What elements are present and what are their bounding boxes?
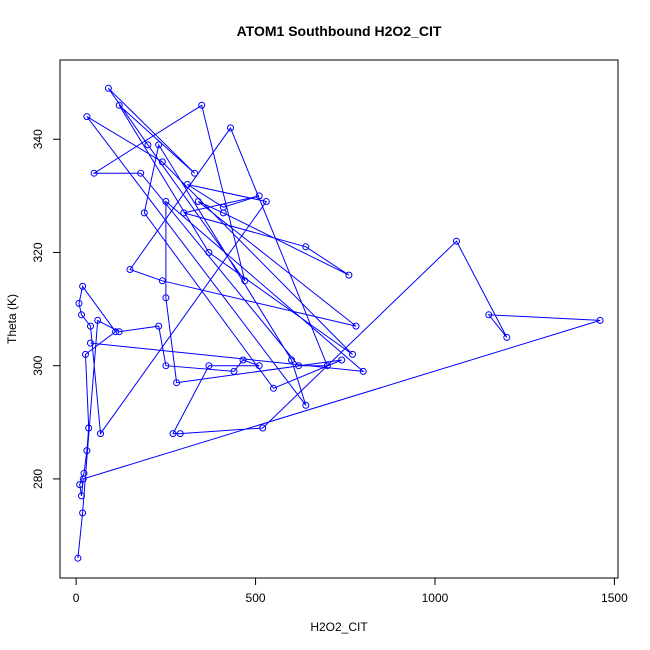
- data-point: [259, 424, 267, 432]
- data-point: [262, 198, 270, 205]
- data-point: [194, 198, 202, 205]
- data-point: [288, 356, 295, 364]
- data-point: [359, 367, 367, 375]
- data-point: [302, 243, 310, 251]
- data-point: [87, 339, 94, 347]
- data-point: [87, 322, 94, 330]
- data-point: [173, 379, 181, 387]
- data-point: [596, 316, 604, 324]
- data-point: [82, 350, 89, 358]
- data-point: [155, 141, 163, 149]
- data-point: [349, 350, 356, 358]
- data-point: [79, 282, 87, 290]
- data-point: [255, 192, 263, 200]
- x-tick-label: 1000: [422, 591, 449, 605]
- data-point: [323, 362, 331, 370]
- x-tick-label: 500: [246, 591, 266, 605]
- data-point: [230, 367, 238, 375]
- data-point: [295, 362, 303, 370]
- data-point: [205, 362, 213, 370]
- y-tick-label: 340: [31, 129, 45, 149]
- data-point: [155, 322, 163, 330]
- data-point: [78, 311, 85, 319]
- chart-title: ATOM1 Southbound H2O2_CIT: [237, 23, 442, 39]
- data-point: [80, 469, 88, 477]
- data-point: [158, 158, 166, 166]
- data-point: [219, 209, 227, 217]
- data-point: [78, 492, 85, 500]
- data-point: [112, 328, 120, 336]
- data-point: [352, 322, 360, 330]
- data-point: [180, 209, 188, 217]
- data-point: [255, 362, 263, 370]
- data-point: [140, 209, 148, 217]
- data-point: [227, 124, 234, 132]
- data-point: [162, 294, 170, 302]
- data-point: [162, 198, 170, 205]
- data-point: [270, 384, 277, 392]
- data-point: [158, 277, 166, 285]
- data-point: [338, 356, 346, 364]
- y-axis: 280 300 320 340: [31, 129, 61, 489]
- data-point: [144, 141, 152, 149]
- data-point: [126, 266, 134, 273]
- data-point: [302, 401, 310, 409]
- data-point: [137, 169, 145, 177]
- x-axis-label: H2O2_CIT: [310, 620, 368, 634]
- data-point: [205, 249, 213, 256]
- data-point: [97, 430, 104, 438]
- series-layer: [74, 84, 604, 562]
- data-point: [503, 333, 511, 341]
- data-point: [79, 509, 87, 517]
- data-point: [115, 101, 123, 109]
- data-point: [239, 356, 247, 364]
- data-point: [241, 277, 249, 285]
- data-point: [74, 554, 82, 562]
- y-axis-label: Theta (K): [5, 294, 19, 344]
- data-point: [83, 113, 91, 121]
- data-point: [485, 311, 493, 319]
- y-tick-label: 320: [31, 242, 45, 262]
- data-point: [169, 430, 177, 438]
- data-point: [85, 424, 93, 432]
- data-point: [162, 362, 170, 370]
- data-point: [198, 101, 206, 109]
- x-axis: 0 500 1000 1500: [73, 577, 628, 605]
- data-point: [345, 271, 353, 279]
- data-point: [453, 237, 460, 245]
- data-point: [76, 481, 84, 489]
- data-point: [191, 169, 199, 177]
- y-tick-label: 280: [31, 469, 45, 489]
- data-point: [90, 169, 98, 177]
- data-point: [83, 447, 91, 455]
- data-point: [115, 328, 123, 336]
- data-point: [176, 430, 184, 438]
- x-tick-label: 1500: [601, 591, 628, 605]
- data-point: [75, 299, 83, 307]
- data-point: [94, 316, 102, 324]
- x-tick-label: 0: [73, 591, 80, 605]
- data-point: [183, 181, 191, 188]
- data-point: [104, 84, 112, 92]
- y-tick-label: 300: [31, 355, 45, 375]
